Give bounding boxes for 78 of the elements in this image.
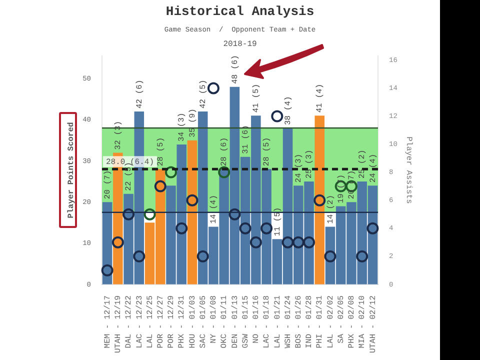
y-axis-title: Player Points Scored xyxy=(66,122,76,218)
bar xyxy=(314,116,324,284)
x-tick-label: WSH - 01/24 xyxy=(284,295,293,348)
x-tick-label: NY - 01/08 xyxy=(210,295,219,344)
point xyxy=(303,236,315,248)
point xyxy=(144,208,156,220)
x-tick-label: POR - 12/29 xyxy=(167,295,176,348)
point xyxy=(292,236,304,248)
point xyxy=(122,208,135,220)
x-tick-label: UTAH - 12/19 xyxy=(114,295,124,353)
point xyxy=(101,264,114,276)
point xyxy=(176,222,188,234)
x-tick-label: SA - 02/05 xyxy=(336,295,346,344)
data-label: 24 (3) xyxy=(294,154,304,183)
x-tick-label: UTAH - 02/12 xyxy=(368,295,378,353)
x-tick-label: LAL - 12/25 xyxy=(146,295,155,348)
data-label: 28 (6) xyxy=(220,137,230,166)
x-tick-label: LAL - 02/02 xyxy=(326,295,336,348)
data-label: 42 (5) xyxy=(198,80,208,109)
bar xyxy=(187,140,198,284)
text: 2018-19 xyxy=(223,40,257,49)
point xyxy=(366,222,379,234)
data-label: 34 (3) xyxy=(178,112,187,142)
data-label: 31 (6) xyxy=(241,125,250,154)
data-label: 41 (4) xyxy=(316,84,325,113)
point xyxy=(133,250,146,262)
point xyxy=(228,208,241,220)
point xyxy=(314,194,326,206)
data-label: 20 (7) xyxy=(103,170,112,200)
point xyxy=(271,110,284,122)
point xyxy=(112,236,124,248)
point xyxy=(196,250,209,262)
x-tick-label: DEN - 01/13 xyxy=(230,295,240,348)
x-tick-label: LAC - 01/18 xyxy=(262,295,272,348)
data-label: 28 (5) xyxy=(156,137,166,166)
point xyxy=(282,236,294,248)
point xyxy=(165,166,177,178)
x-tick-label: OKC - 01/11 xyxy=(220,295,230,348)
point xyxy=(356,250,368,262)
data-label: 24 (4) xyxy=(368,154,378,183)
point xyxy=(218,166,230,178)
x-tick-label: BOS - 01/26 xyxy=(294,295,304,348)
data-label: 32 (3) xyxy=(114,120,124,150)
point xyxy=(239,222,252,234)
x-tick-label: MEM - 12/17 xyxy=(103,295,112,348)
data-label: 14 (4) xyxy=(210,194,219,224)
point xyxy=(260,222,273,234)
point xyxy=(207,82,220,94)
x-tick-label: IND - 01/28 xyxy=(305,295,314,348)
x-tick-label: PHI - 01/31 xyxy=(316,295,325,348)
x-tick-label: PHX - 12/31 xyxy=(178,295,187,348)
x-tick-label: SAC - 01/05 xyxy=(198,295,208,348)
data-label: 35 (9) xyxy=(188,108,198,138)
data-label: 28 (5) xyxy=(262,137,272,166)
y2-axis-title: Player Assists xyxy=(404,136,414,204)
x-tick-label: POR - 12/27 xyxy=(156,295,166,348)
x-tick-label: GSW - 01/15 xyxy=(241,295,250,348)
x-tick-label: MIA - 02/10 xyxy=(358,295,368,348)
x-tick-label: PHX - 02/08 xyxy=(348,295,357,348)
x-tick-label: LAC - 12/23 xyxy=(135,295,144,348)
data-label: 14 (2) xyxy=(326,194,336,224)
point xyxy=(154,180,166,192)
x-tick-label: LAL - 01/21 xyxy=(273,295,282,348)
x-tick-label: DAL - 12/22 xyxy=(124,295,134,348)
point xyxy=(324,250,336,262)
data-label: 48 (6) xyxy=(230,55,240,84)
chart-title: Historical Analysis xyxy=(166,4,314,20)
data-label: 11 (5) xyxy=(273,207,282,236)
data-label: 41 (5) xyxy=(252,84,262,113)
data-label: 25 (2) xyxy=(358,150,368,179)
point xyxy=(186,194,198,206)
data-label: 38 (4) xyxy=(284,96,293,126)
x-tick-label: NO - 01/16 xyxy=(252,295,262,344)
data-label: 25 (3) xyxy=(305,150,314,179)
point xyxy=(250,236,262,248)
x-tick-label: HOU - 01/03 xyxy=(188,295,198,348)
data-label: 42 (6) xyxy=(135,80,144,109)
data-label: 22 (5) xyxy=(124,162,134,191)
